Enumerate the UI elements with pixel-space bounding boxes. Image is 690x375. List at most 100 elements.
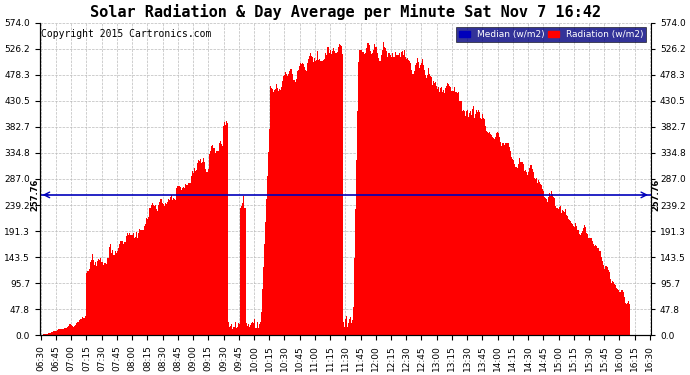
- Bar: [515, 167, 516, 335]
- Bar: [216, 151, 217, 335]
- Bar: [339, 45, 341, 335]
- Bar: [188, 183, 190, 335]
- Bar: [265, 222, 266, 335]
- Bar: [82, 317, 83, 335]
- Bar: [234, 327, 235, 335]
- Bar: [79, 320, 80, 335]
- Bar: [48, 333, 50, 335]
- Bar: [291, 69, 292, 335]
- Bar: [453, 91, 455, 335]
- Bar: [307, 63, 308, 335]
- Bar: [162, 203, 163, 335]
- Bar: [568, 219, 569, 335]
- Bar: [447, 82, 448, 335]
- Bar: [378, 58, 380, 335]
- Bar: [201, 162, 203, 335]
- Bar: [612, 281, 613, 335]
- Bar: [235, 322, 236, 335]
- Bar: [163, 204, 164, 335]
- Bar: [111, 253, 112, 335]
- Bar: [147, 219, 148, 335]
- Bar: [460, 100, 461, 335]
- Bar: [589, 238, 591, 335]
- Bar: [333, 48, 334, 335]
- Bar: [388, 53, 390, 335]
- Bar: [604, 266, 606, 335]
- Bar: [442, 92, 443, 335]
- Bar: [130, 235, 132, 335]
- Bar: [616, 288, 617, 335]
- Bar: [239, 324, 240, 335]
- Bar: [330, 50, 331, 335]
- Bar: [300, 63, 301, 335]
- Bar: [113, 255, 115, 335]
- Bar: [511, 157, 513, 335]
- Bar: [626, 304, 627, 335]
- Bar: [539, 182, 540, 335]
- Bar: [503, 143, 504, 335]
- Bar: [84, 318, 85, 335]
- Bar: [356, 160, 357, 335]
- Bar: [112, 250, 113, 335]
- Bar: [446, 86, 447, 335]
- Bar: [533, 178, 535, 335]
- Bar: [241, 206, 242, 335]
- Bar: [166, 204, 167, 335]
- Bar: [518, 164, 520, 335]
- Bar: [77, 322, 78, 335]
- Bar: [421, 63, 422, 335]
- Bar: [361, 50, 362, 335]
- Bar: [478, 110, 479, 335]
- Bar: [178, 186, 179, 335]
- Bar: [406, 59, 407, 335]
- Bar: [83, 318, 84, 335]
- Bar: [377, 53, 378, 335]
- Bar: [415, 65, 416, 335]
- Bar: [177, 186, 178, 335]
- Bar: [354, 258, 355, 335]
- Bar: [436, 86, 437, 335]
- Bar: [400, 57, 401, 335]
- Bar: [246, 323, 248, 335]
- Bar: [358, 62, 359, 335]
- Bar: [172, 200, 173, 335]
- Bar: [231, 324, 232, 335]
- Bar: [479, 112, 480, 335]
- Bar: [613, 282, 614, 335]
- Bar: [599, 252, 600, 335]
- Bar: [251, 323, 253, 335]
- Bar: [591, 242, 593, 335]
- Bar: [167, 202, 168, 335]
- Bar: [134, 238, 135, 335]
- Bar: [624, 297, 625, 335]
- Bar: [602, 265, 604, 335]
- Bar: [280, 90, 281, 335]
- Bar: [317, 51, 319, 335]
- Bar: [288, 74, 289, 335]
- Bar: [535, 178, 537, 335]
- Bar: [264, 244, 265, 335]
- Bar: [279, 88, 280, 335]
- Title: Solar Radiation & Day Average per Minute Sat Nov 7 16:42: Solar Radiation & Day Average per Minute…: [90, 4, 601, 20]
- Bar: [363, 52, 364, 335]
- Bar: [220, 141, 221, 335]
- Bar: [71, 325, 72, 335]
- Bar: [218, 152, 219, 335]
- Bar: [207, 172, 208, 335]
- Bar: [146, 218, 147, 335]
- Bar: [502, 143, 503, 335]
- Bar: [92, 254, 93, 335]
- Bar: [173, 198, 175, 335]
- Bar: [578, 230, 580, 335]
- Bar: [457, 92, 459, 335]
- Bar: [620, 292, 621, 335]
- Bar: [270, 88, 272, 335]
- Bar: [304, 67, 305, 335]
- Bar: [236, 328, 237, 335]
- Bar: [124, 242, 126, 335]
- Bar: [342, 54, 343, 335]
- Bar: [487, 132, 488, 335]
- Bar: [53, 332, 55, 335]
- Bar: [528, 172, 529, 335]
- Bar: [289, 71, 290, 335]
